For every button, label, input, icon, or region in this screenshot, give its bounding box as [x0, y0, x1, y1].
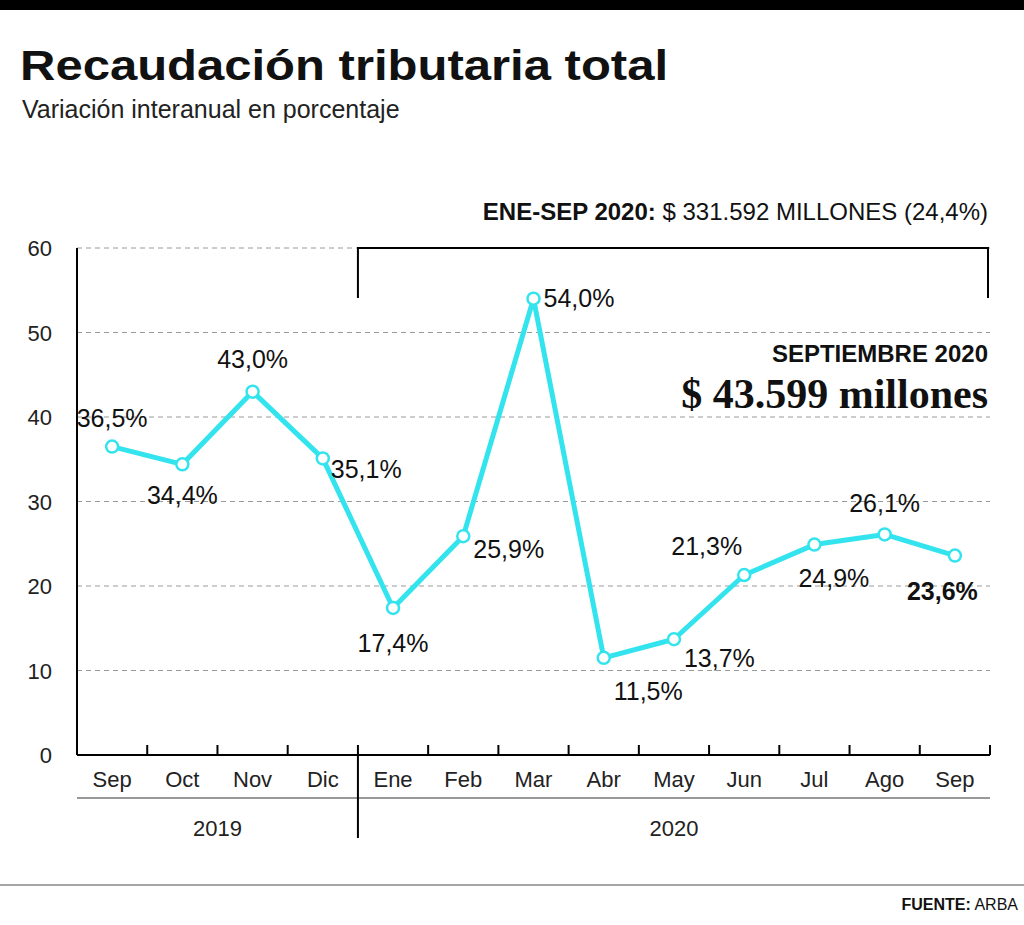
- x-tick: [708, 745, 710, 755]
- x-tick-label: Nov: [233, 767, 272, 792]
- marker: [808, 539, 820, 551]
- data-label: 23,6%: [907, 577, 978, 605]
- subtitle: Variación interanual en porcentaje: [22, 95, 400, 123]
- y-tick-label: 30: [28, 490, 52, 515]
- marker: [317, 452, 329, 464]
- data-label: 43,0%: [217, 345, 288, 373]
- group-label: 2020: [649, 816, 698, 841]
- marker: [598, 652, 610, 664]
- x-tick-label: Ago: [865, 767, 904, 792]
- marker: [457, 530, 469, 542]
- data-label: 13,7%: [684, 644, 755, 672]
- group-rule: [77, 797, 990, 799]
- line: [112, 299, 955, 658]
- data-label: 11,5%: [614, 677, 683, 705]
- data-label: 17,4%: [358, 629, 429, 657]
- y-tick-label: 10: [28, 659, 52, 684]
- x-tick: [568, 745, 570, 755]
- x-tick-label: Abr: [587, 767, 621, 792]
- x-tick: [216, 745, 218, 755]
- x-tick-label: Mar: [515, 767, 553, 792]
- data-label: 21,3%: [671, 532, 742, 560]
- y-tick-label: 60: [28, 236, 52, 261]
- data-label: 24,9%: [798, 564, 869, 592]
- grid-line: [77, 332, 990, 333]
- marker: [879, 528, 891, 540]
- background: [0, 0, 1024, 925]
- x-tick-label: Jul: [800, 767, 828, 792]
- x-tick-label: Feb: [444, 767, 482, 792]
- data-label: 34,4%: [147, 481, 218, 509]
- y-axis: [76, 248, 78, 755]
- period-note-text: $ 331.592 MILLONES (24,4%): [656, 198, 988, 225]
- x-tick-label: Oct: [165, 767, 199, 792]
- data-label: 36,5%: [77, 404, 148, 432]
- plot-area: [106, 293, 961, 664]
- x-tick: [146, 745, 148, 755]
- source-label: FUENTE:: [902, 896, 971, 913]
- data-label: 35,1%: [331, 455, 402, 483]
- period-note: ENE-SEP 2020: $ 331.592 MILLONES (24,4%): [483, 198, 988, 225]
- marker: [738, 569, 750, 581]
- marker: [247, 386, 259, 398]
- x-tick: [76, 745, 78, 755]
- x-tick-label: Sep: [93, 767, 132, 792]
- x-tick-label: Sep: [935, 767, 974, 792]
- period-bracket: [358, 248, 988, 298]
- x-tick: [357, 745, 359, 755]
- marker: [668, 633, 680, 645]
- marker: [949, 550, 961, 562]
- x-tick: [989, 745, 991, 755]
- x-tick: [638, 745, 640, 755]
- group-label: 2019: [193, 816, 242, 841]
- highlight-value: $ 43.599 millones: [681, 371, 988, 417]
- x-tick: [427, 745, 429, 755]
- source-text: ARBA: [971, 896, 1018, 913]
- footer-rule: [0, 884, 1024, 886]
- grid-line: [77, 670, 990, 671]
- group-separator: [357, 755, 359, 838]
- marker: [176, 458, 188, 470]
- x-tick-label: Ene: [373, 767, 412, 792]
- title: Recaudación tributaria total: [20, 42, 668, 89]
- marker: [528, 293, 540, 305]
- x-tick: [497, 745, 499, 755]
- y-tick-label: 40: [28, 405, 52, 430]
- x-tick: [778, 745, 780, 755]
- marker: [387, 602, 399, 614]
- top-bar: [0, 0, 1024, 10]
- y-tick-label: 0: [40, 743, 52, 768]
- marker: [106, 441, 118, 453]
- data-label: 25,9%: [473, 535, 544, 563]
- period-note-label: ENE-SEP 2020:: [483, 198, 656, 225]
- y-tick-label: 50: [28, 321, 52, 346]
- x-tick: [287, 745, 289, 755]
- chart: Recaudación tributaria total Variación in…: [0, 0, 1024, 925]
- source: FUENTE: ARBA: [902, 896, 1019, 913]
- x-axis: [77, 754, 990, 756]
- y-tick-label: 20: [28, 574, 52, 599]
- x-tick-label: Dic: [307, 767, 339, 792]
- data-label: 54,0%: [544, 284, 615, 312]
- x-tick: [919, 745, 921, 755]
- x-tick-label: Jun: [726, 767, 761, 792]
- highlight-label: SEPTIEMBRE 2020: [772, 340, 988, 367]
- x-tick: [849, 745, 851, 755]
- data-label: 26,1%: [849, 489, 920, 517]
- x-tick-label: May: [653, 767, 695, 792]
